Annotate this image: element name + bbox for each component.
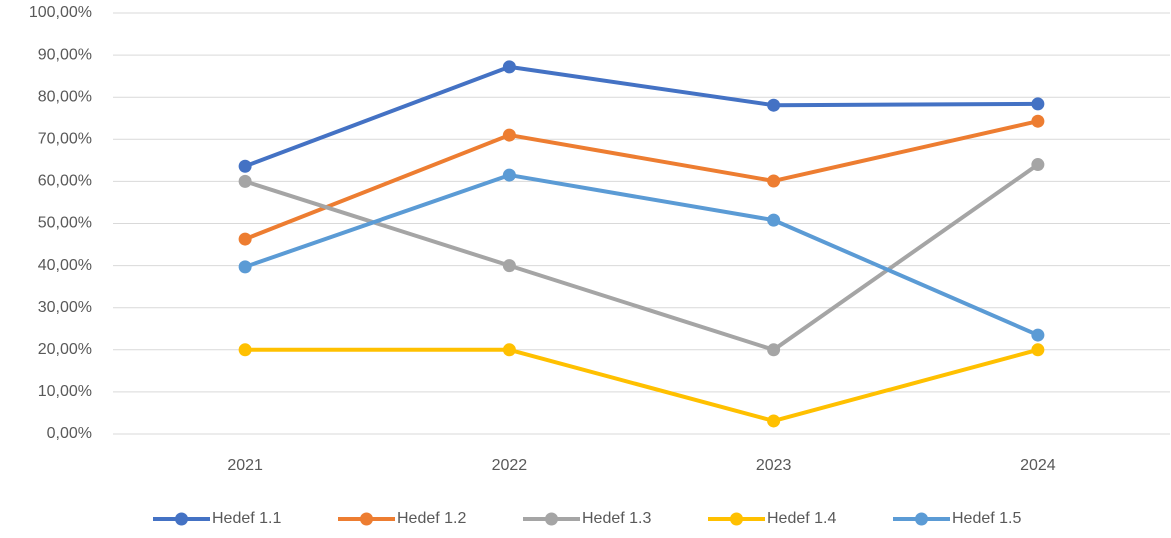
legend-marker — [915, 512, 928, 526]
y-tick-label: 40,00% — [38, 257, 92, 274]
y-tick-label: 50,00% — [38, 215, 92, 232]
y-tick-label: 60,00% — [38, 173, 92, 190]
legend-label: Hedef 1.4 — [767, 510, 836, 527]
series-line — [243, 64, 1040, 169]
data-point — [767, 213, 781, 227]
legend-marker — [360, 512, 373, 526]
x-tick-label: 2024 — [1020, 457, 1056, 474]
data-point — [502, 168, 516, 182]
y-tick-label: 90,00% — [38, 46, 92, 63]
data-point — [767, 98, 781, 112]
data-point — [238, 174, 252, 188]
y-tick-label: 100,00% — [29, 4, 92, 21]
data-point — [502, 259, 516, 273]
x-tick-label: 2023 — [756, 457, 792, 474]
data-point — [238, 343, 252, 357]
data-point — [1031, 97, 1045, 111]
data-point — [1031, 328, 1045, 342]
series-line — [243, 173, 1040, 338]
data-point — [238, 260, 252, 274]
y-tick-label: 30,00% — [38, 299, 92, 316]
y-tick-label: 70,00% — [38, 131, 92, 148]
data-point — [767, 414, 781, 428]
legend-label: Hedef 1.2 — [397, 510, 466, 527]
series-line — [243, 162, 1040, 352]
series-line — [243, 119, 1040, 242]
legend-marker — [175, 512, 188, 526]
data-point — [767, 174, 781, 188]
legend-label: Hedef 1.1 — [212, 510, 281, 527]
y-tick-label: 20,00% — [38, 341, 92, 358]
data-point — [502, 343, 516, 357]
data-point — [1031, 343, 1045, 357]
x-tick-label: 2021 — [227, 457, 263, 474]
y-tick-label: 80,00% — [38, 88, 92, 105]
data-point — [238, 159, 252, 173]
data-point — [238, 232, 252, 246]
legend-label: Hedef 1.5 — [952, 510, 1021, 527]
legend-marker — [545, 512, 558, 526]
legend-label: Hedef 1.3 — [582, 510, 651, 527]
data-point — [1031, 158, 1045, 172]
legend-marker — [730, 512, 743, 526]
data-point — [502, 60, 516, 74]
y-tick-label: 0,00% — [47, 425, 92, 442]
data-point — [767, 343, 781, 357]
series-line — [243, 347, 1040, 423]
data-point — [1031, 114, 1045, 128]
y-tick-label: 10,00% — [38, 383, 92, 400]
data-point — [502, 128, 516, 142]
x-tick-label: 2022 — [492, 457, 528, 474]
